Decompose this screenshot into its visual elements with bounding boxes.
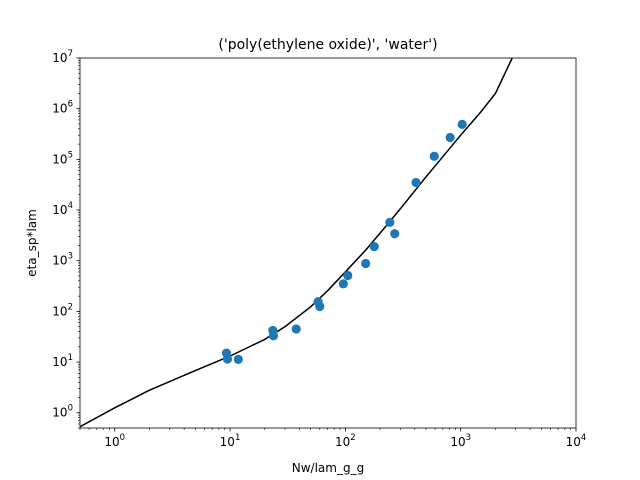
- y-axis-label: eta_sp*lam: [25, 209, 39, 277]
- data-point: [268, 331, 279, 341]
- data-point: [411, 177, 421, 188]
- data-point: [445, 132, 455, 143]
- data-point: [457, 119, 467, 129]
- chart-title: ('poly(ethylene oxide)', 'water'): [218, 37, 437, 53]
- x-tick-label: 104: [566, 433, 587, 449]
- data-point: [361, 258, 371, 269]
- x-tick-label: 100: [104, 433, 125, 449]
- data-point: [390, 229, 400, 239]
- data-point: [343, 270, 353, 281]
- plot-frame: [79, 57, 577, 429]
- x-tick-label: 101: [220, 433, 241, 449]
- data-point: [291, 324, 301, 334]
- y-tick-label: 101: [52, 353, 73, 369]
- y-tick-label: 100: [52, 404, 73, 420]
- x-tick-label: 102: [335, 433, 356, 449]
- x-axis-label: Nw/lam_g_g: [292, 461, 364, 475]
- y-tick-label: 106: [52, 100, 73, 116]
- x-tick-label: 103: [450, 433, 471, 449]
- data-point: [369, 241, 379, 252]
- data-point: [385, 217, 395, 228]
- y-tick-label: 102: [52, 302, 73, 318]
- data-point: [233, 354, 243, 364]
- data-point: [222, 354, 233, 364]
- y-tick-label: 104: [52, 201, 73, 217]
- y-tick-label: 103: [52, 252, 73, 268]
- y-tick-label: 105: [52, 150, 73, 166]
- y-tick-label: 107: [52, 49, 73, 65]
- axes: 100 101 102 103 104 100 101 102 103 104 105 106 107: [52, 49, 586, 449]
- data-point: [429, 151, 439, 161]
- data-point: [315, 301, 325, 312]
- plot-area: [80, 58, 513, 428]
- data-point: [338, 279, 348, 289]
